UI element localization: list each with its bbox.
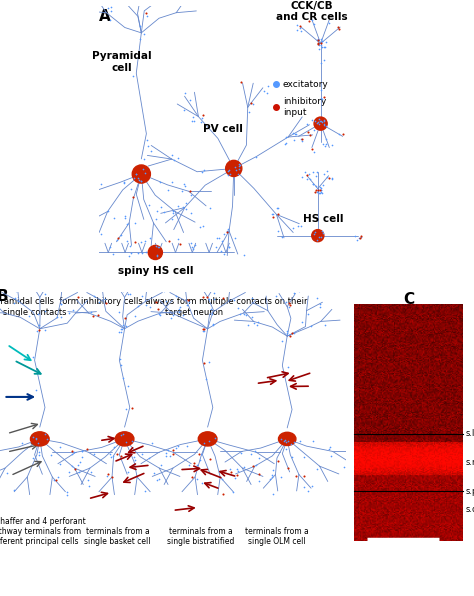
Circle shape [314, 117, 327, 130]
Text: pyramidal cells  form
single contacts: pyramidal cells form single contacts [0, 297, 79, 316]
Text: terminals from a
single OLM cell: terminals from a single OLM cell [245, 527, 309, 547]
Text: B: B [0, 290, 8, 305]
Circle shape [279, 432, 296, 445]
Text: inhibitory cells always form multiple contacts on their
target neuron: inhibitory cells always form multiple co… [81, 297, 307, 316]
Circle shape [115, 432, 134, 446]
Text: terminals from a
single basket cell: terminals from a single basket cell [84, 527, 151, 547]
Text: s.l-m.: s.l-m. [465, 429, 474, 438]
Text: CCK/CB
and CR cells: CCK/CB and CR cells [276, 1, 348, 23]
Circle shape [132, 165, 150, 183]
Circle shape [198, 432, 217, 446]
Text: C: C [403, 292, 414, 307]
Text: A: A [100, 9, 111, 24]
Text: spiny HS cell: spiny HS cell [118, 266, 193, 276]
Text: HS cell: HS cell [303, 214, 344, 224]
Text: excitatory: excitatory [283, 80, 328, 89]
Circle shape [30, 432, 49, 446]
Circle shape [148, 246, 163, 259]
Text: s.p.: s.p. [465, 487, 474, 496]
Text: Pyramidal
cell: Pyramidal cell [92, 51, 152, 73]
Circle shape [226, 160, 242, 176]
Text: s.r.: s.r. [465, 458, 474, 467]
Text: terminals from a
single bistratified: terminals from a single bistratified [167, 527, 234, 547]
Text: inhibitory
input: inhibitory input [283, 97, 326, 116]
Text: s.o.: s.o. [465, 505, 474, 514]
Text: 6 Schaffer and 4 perforant
pathway terminals from
different principal cells: 6 Schaffer and 4 perforant pathway termi… [0, 517, 85, 547]
Circle shape [312, 229, 324, 242]
Text: PV cell: PV cell [202, 124, 243, 134]
